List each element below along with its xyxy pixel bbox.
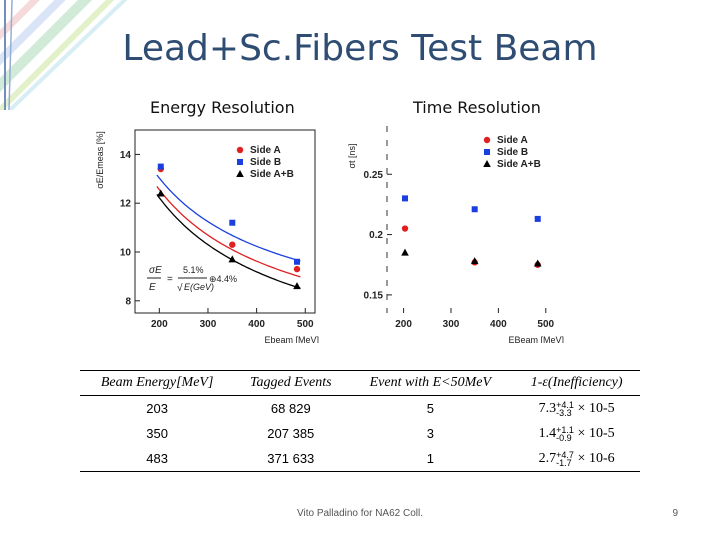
y-tick-label: 0.2 [369, 230, 383, 241]
legend-label: Side B [497, 147, 528, 158]
fit-curve [156, 174, 301, 262]
legend-label: Side B [250, 157, 281, 168]
table-row: 483 371 633 1 2.7+4.7 -1.7 × 10-6 [80, 446, 640, 472]
legend-marker-circle [236, 146, 244, 154]
plot-frame [134, 129, 316, 314]
table-header-row: Beam Energy[MeV] Tagged Events Event wit… [80, 370, 640, 396]
data-point-circle [293, 265, 301, 273]
cell-inefficiency: 7.3+4.1 -3.3 × 10-5 [513, 396, 640, 422]
energy-resolution-heading: Energy Resolution [150, 98, 295, 117]
x-tick-label: 200 [395, 319, 412, 330]
eff-value: 7.3 [538, 401, 557, 416]
x-axis-label: EBeam [MeV] [508, 335, 564, 343]
cell-tagged: 68 829 [270, 401, 311, 416]
x-tick-label: 500 [537, 319, 554, 330]
table-row: 203 68 829 5 7.3+4.1 -3.3 × 10-5 [80, 396, 640, 422]
eff-upper: +1.1 [556, 424, 574, 435]
formula-lhs-num: σE [149, 265, 162, 276]
time-resolution-chart: 200 300 400 500 0.15 0.2 0.25 EBeam [MeV] σt [ns… [347, 126, 564, 343]
table-row: 350 207 385 3 1.4+1.1 -0.9 × 10-5 [80, 421, 640, 446]
data-point-triangle [156, 189, 165, 197]
corner-decoration [0, 0, 128, 110]
x-tick-label: 300 [443, 319, 460, 330]
data-point-circle [401, 225, 409, 232]
cell-tagged: 207 385 [267, 426, 315, 441]
legend-label: Side A+B [497, 159, 541, 170]
data-point-circle [229, 241, 236, 248]
eff-lower: -3.3 [556, 407, 572, 418]
eff-value: 2.7 [538, 451, 557, 466]
data-point-triangle [470, 257, 479, 265]
cell-inefficiency: 1.4+1.1 -0.9 × 10-5 [513, 421, 640, 446]
eff-lower: -0.9 [556, 432, 572, 443]
energy-resolution-chart: 200 300 400 500 8 10 12 14 Ebeam [MeV] σE/Emeas [… [95, 129, 319, 343]
formula-coefficient: 5.1% [183, 265, 204, 275]
y-tick-label: 0.25 [364, 170, 384, 181]
legend-label: Side A+B [250, 169, 294, 180]
formula-sqrt-arg: E(GeV) [184, 282, 214, 292]
y-axis-label: σt [ns] [347, 143, 357, 168]
cell-energy: 203 [146, 401, 168, 416]
time-resolution-heading: Time Resolution [413, 98, 541, 117]
slide-title: Lead+Sc.Fibers Test Beam [122, 28, 598, 69]
data-point-square [157, 163, 164, 170]
legend-label: Side A [497, 135, 528, 146]
legend-marker-triangle [483, 160, 491, 167]
cell-low: 3 [426, 426, 434, 441]
fit-curve [156, 194, 301, 289]
data-point-triangle [228, 255, 237, 263]
eff-upper: +4.1 [556, 399, 574, 410]
eff-upper: +4.7 [556, 449, 574, 460]
data-point-square [402, 195, 409, 202]
header-beam-energy: Beam Energy[MeV] [80, 370, 235, 396]
y-tick-label: 14 [120, 150, 132, 161]
x-tick-label: 300 [200, 319, 217, 330]
x-tick-label: 200 [151, 319, 168, 330]
header-tagged-events: Tagged Events [234, 370, 348, 396]
cell-energy: 483 [80, 446, 235, 472]
eff-exponent: × 10-5 [577, 401, 615, 416]
y-tick-label: 10 [120, 248, 132, 259]
header-low-energy-events: Event with E<50MeV [347, 370, 514, 396]
data-point-triangle [293, 282, 301, 290]
x-axis-label: Ebeam [MeV] [264, 335, 319, 343]
eff-lower: -1.7 [556, 457, 572, 468]
cell-low: 1 [347, 446, 514, 472]
footer-credit: Vito Palladino for NA62 Coll. [297, 508, 423, 519]
y-tick-label: 8 [125, 296, 131, 307]
eff-exponent: × 10-5 [577, 426, 615, 441]
legend-marker-triangle [236, 170, 244, 177]
legend-label: Side A [250, 145, 281, 156]
legend-marker-circle [483, 136, 491, 144]
header-inefficiency: 1-ε(Inefficiency) [513, 370, 640, 396]
legend-marker-square [237, 159, 243, 165]
data-point-square [471, 206, 478, 213]
data-point-square [534, 215, 541, 222]
data-point-square [294, 258, 300, 265]
cell-energy: 350 [146, 426, 168, 441]
formula-lhs-den: E [149, 282, 156, 293]
eff-exponent: × 10-6 [577, 451, 615, 466]
y-tick-label: 12 [120, 199, 132, 210]
data-point-triangle [401, 248, 409, 256]
eff-value: 1.4 [538, 426, 557, 441]
cell-inefficiency: 2.7+4.7 -1.7 × 10-6 [513, 446, 640, 472]
x-tick-label: 400 [248, 319, 265, 330]
data-point-square [229, 219, 236, 226]
formula-constant: ⊕4.4% [209, 274, 237, 284]
data-point-triangle [533, 259, 542, 267]
y-tick-label: 0.15 [364, 290, 384, 301]
legend-marker-square [484, 149, 490, 155]
y-axis-label: σE/Emeas [%] [95, 131, 105, 189]
cell-low: 5 [426, 401, 434, 416]
fit-curve [156, 186, 301, 278]
x-tick-label: 500 [297, 319, 314, 330]
x-tick-label: 400 [490, 319, 507, 330]
cell-tagged: 371 633 [234, 446, 348, 472]
inefficiency-table: Beam Energy[MeV] Tagged Events Event wit… [80, 370, 640, 472]
formula-equals: = [167, 274, 173, 285]
page-number: 9 [672, 508, 678, 519]
formula-sqrt-sign: √ [177, 282, 183, 294]
